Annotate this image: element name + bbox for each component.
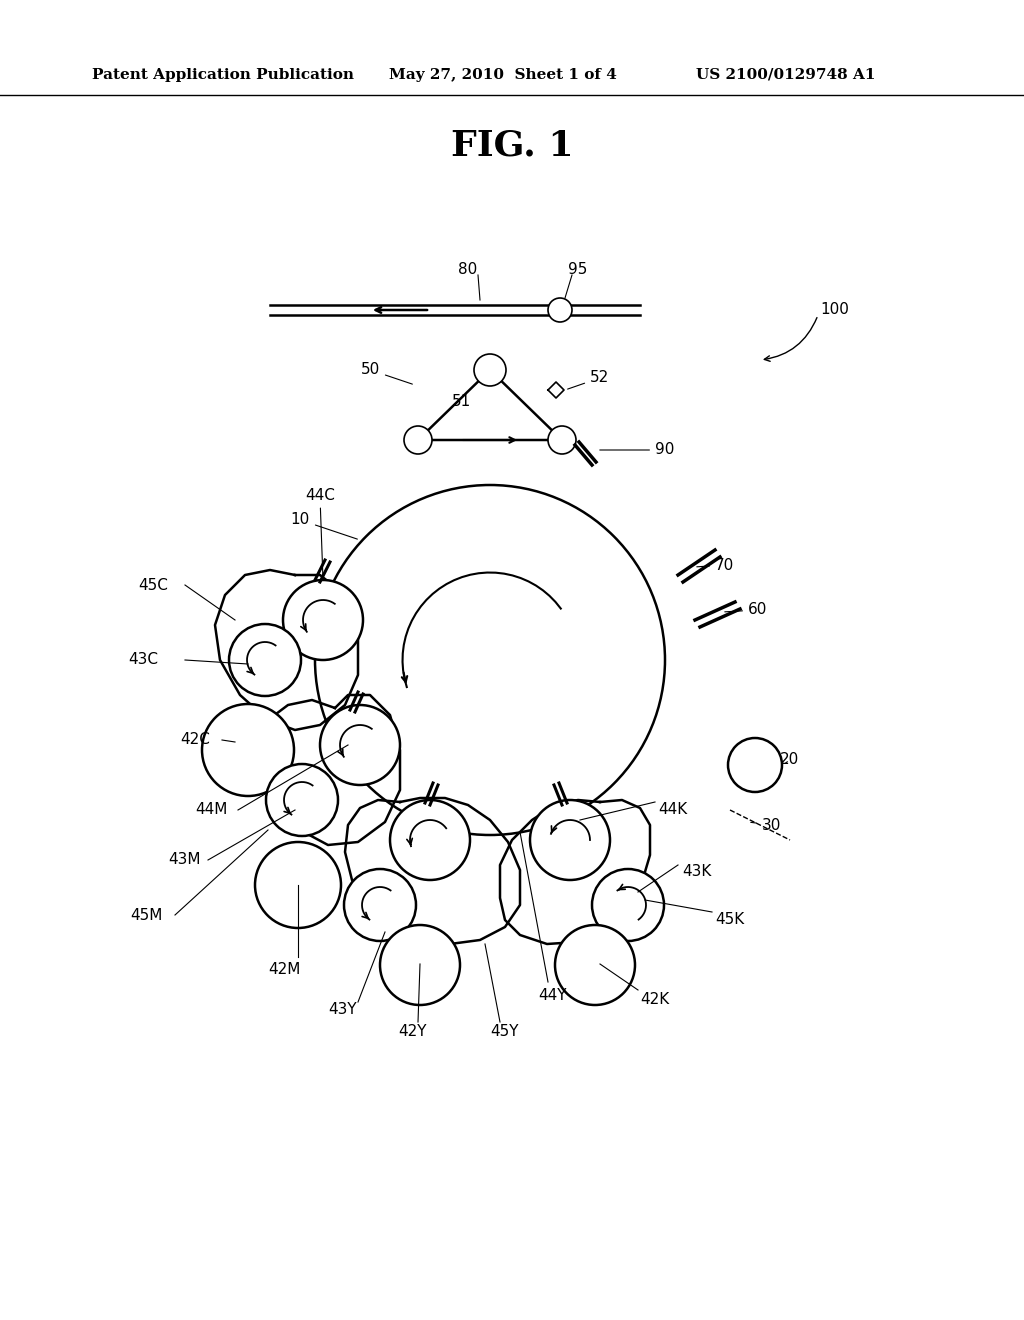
Text: Patent Application Publication: Patent Application Publication [92, 69, 354, 82]
Text: 50: 50 [360, 363, 413, 384]
Text: US 2100/0129748 A1: US 2100/0129748 A1 [696, 69, 876, 82]
Text: 43C: 43C [128, 652, 158, 668]
Circle shape [380, 925, 460, 1005]
Circle shape [548, 426, 575, 454]
Circle shape [548, 298, 572, 322]
Text: 90: 90 [600, 442, 675, 458]
Text: 70: 70 [696, 557, 734, 573]
Text: 44K: 44K [658, 803, 687, 817]
Text: 42M: 42M [268, 962, 300, 978]
Circle shape [555, 925, 635, 1005]
Circle shape [255, 842, 341, 928]
Text: 60: 60 [725, 602, 767, 618]
Text: May 27, 2010  Sheet 1 of 4: May 27, 2010 Sheet 1 of 4 [389, 69, 617, 82]
Text: FIG. 1: FIG. 1 [451, 128, 573, 162]
Text: 43K: 43K [682, 865, 712, 879]
Circle shape [319, 705, 400, 785]
Text: 30: 30 [751, 817, 781, 833]
Text: 80: 80 [458, 263, 477, 277]
Circle shape [390, 800, 470, 880]
Text: 20: 20 [780, 752, 800, 767]
Text: 43M: 43M [168, 853, 201, 867]
Circle shape [315, 484, 665, 836]
Circle shape [344, 869, 416, 941]
Text: 45Y: 45Y [490, 1024, 518, 1040]
Text: 44Y: 44Y [538, 987, 566, 1002]
Circle shape [266, 764, 338, 836]
Text: 44C: 44C [305, 487, 335, 577]
Text: 42Y: 42Y [398, 1024, 427, 1040]
Text: 42C: 42C [180, 733, 210, 747]
Text: 95: 95 [568, 263, 588, 277]
Text: 42K: 42K [640, 993, 670, 1007]
Text: 100: 100 [820, 302, 849, 318]
Circle shape [728, 738, 782, 792]
Circle shape [229, 624, 301, 696]
Text: 52: 52 [567, 371, 609, 389]
Text: 44M: 44M [195, 803, 227, 817]
Circle shape [530, 800, 610, 880]
Text: 51: 51 [452, 395, 471, 409]
Text: 45K: 45K [715, 912, 744, 928]
Text: 45C: 45C [138, 578, 168, 593]
Text: 10: 10 [291, 512, 357, 539]
Text: 43Y: 43Y [328, 1002, 356, 1018]
Circle shape [202, 704, 294, 796]
Circle shape [404, 426, 432, 454]
Circle shape [283, 579, 362, 660]
Circle shape [592, 869, 664, 941]
Circle shape [474, 354, 506, 385]
Text: 45M: 45M [130, 908, 163, 923]
